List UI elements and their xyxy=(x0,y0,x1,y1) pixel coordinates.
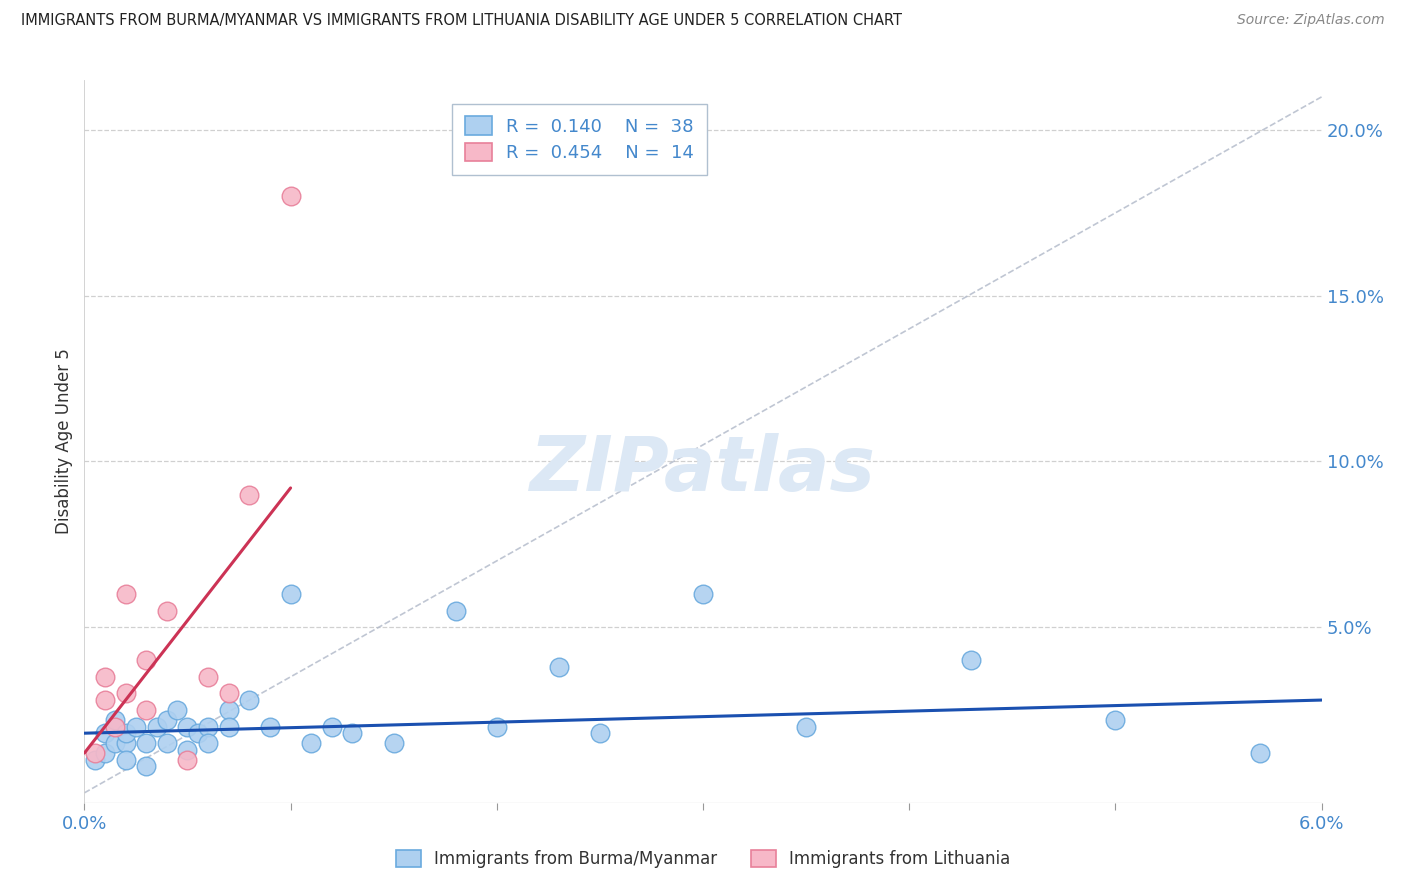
Point xyxy=(135,653,157,667)
Point xyxy=(104,713,127,727)
Point xyxy=(299,736,322,750)
Point xyxy=(83,753,105,767)
Point xyxy=(218,703,240,717)
Point xyxy=(1249,746,1271,760)
Point xyxy=(135,703,157,717)
Text: IMMIGRANTS FROM BURMA/MYANMAR VS IMMIGRANTS FROM LITHUANIA DISABILITY AGE UNDER : IMMIGRANTS FROM BURMA/MYANMAR VS IMMIGRA… xyxy=(21,13,903,29)
Point xyxy=(166,703,188,717)
Point xyxy=(960,653,983,667)
Point xyxy=(104,736,127,750)
Point xyxy=(485,720,508,734)
Point xyxy=(280,189,302,203)
Point xyxy=(94,670,117,684)
Point xyxy=(176,720,198,734)
Point xyxy=(125,720,148,734)
Point xyxy=(218,720,240,734)
Point xyxy=(547,660,569,674)
Point xyxy=(94,746,117,760)
Point xyxy=(114,587,136,601)
Point xyxy=(114,753,136,767)
Point xyxy=(135,736,157,750)
Text: Source: ZipAtlas.com: Source: ZipAtlas.com xyxy=(1237,13,1385,28)
Point xyxy=(280,587,302,601)
Point xyxy=(94,726,117,740)
Point xyxy=(156,603,179,617)
Point xyxy=(94,693,117,707)
Point xyxy=(156,713,179,727)
Point xyxy=(145,720,167,734)
Point xyxy=(176,753,198,767)
Point xyxy=(238,487,260,501)
Point xyxy=(342,726,364,740)
Point xyxy=(197,736,219,750)
Point xyxy=(114,736,136,750)
Legend: Immigrants from Burma/Myanmar, Immigrants from Lithuania: Immigrants from Burma/Myanmar, Immigrant… xyxy=(389,843,1017,875)
Y-axis label: Disability Age Under 5: Disability Age Under 5 xyxy=(55,349,73,534)
Point xyxy=(444,603,467,617)
Point xyxy=(187,726,209,740)
Point xyxy=(259,720,281,734)
Text: ZIPatlas: ZIPatlas xyxy=(530,434,876,508)
Point xyxy=(692,587,714,601)
Legend: R =  0.140    N =  38, R =  0.454    N =  14: R = 0.140 N = 38, R = 0.454 N = 14 xyxy=(451,103,707,175)
Point xyxy=(176,743,198,757)
Point xyxy=(104,720,127,734)
Point xyxy=(83,746,105,760)
Point xyxy=(382,736,405,750)
Point xyxy=(238,693,260,707)
Point xyxy=(794,720,817,734)
Point xyxy=(114,726,136,740)
Point xyxy=(589,726,612,740)
Point xyxy=(197,670,219,684)
Point xyxy=(135,759,157,773)
Point xyxy=(156,736,179,750)
Point xyxy=(197,720,219,734)
Point xyxy=(321,720,343,734)
Point xyxy=(218,686,240,700)
Point xyxy=(114,686,136,700)
Point xyxy=(1104,713,1126,727)
